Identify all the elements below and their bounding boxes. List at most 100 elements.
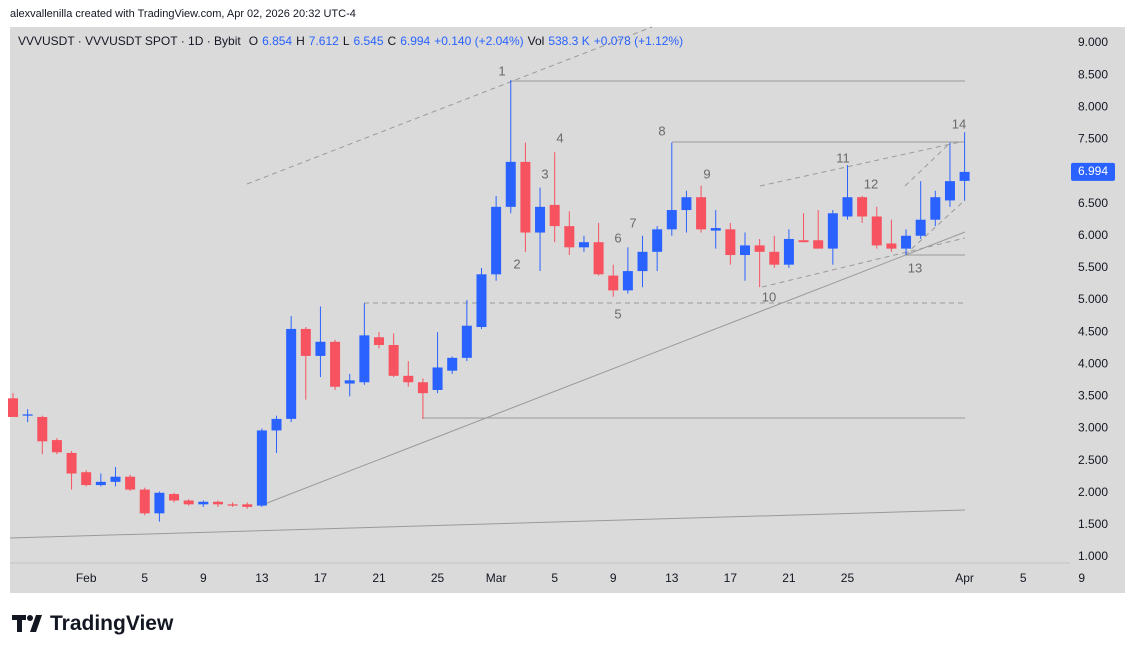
y-tick-label: 1.000: [1078, 549, 1108, 563]
channel-line: [759, 141, 961, 187]
x-tick-label: 5: [141, 571, 148, 585]
wave-label: 6: [614, 230, 621, 245]
candle-body: [930, 197, 941, 220]
candle-body: [652, 229, 663, 252]
y-tick-label: 4.000: [1078, 356, 1108, 370]
candle-body: [110, 476, 121, 482]
attribution: alexvallenilla created with TradingView.…: [10, 8, 356, 20]
candle-body: [125, 476, 136, 490]
ohlc-letter: O: [248, 34, 259, 48]
candle-body: [608, 275, 619, 291]
candle-body: [564, 226, 575, 248]
candle-body: [198, 501, 209, 505]
wave-label: 3: [541, 166, 548, 181]
candle-body: [696, 197, 707, 230]
drawings: [9, 26, 966, 539]
x-tick-label: 25: [431, 571, 445, 585]
candle-body: [813, 240, 824, 249]
candle-body: [461, 325, 472, 358]
candle-body: [915, 219, 926, 236]
change: +0.140 (+2.04%): [434, 34, 524, 48]
x-tick-label: 25: [841, 571, 855, 585]
trend-line: [261, 231, 966, 506]
chart-background: [10, 27, 1125, 593]
ohlc-value: 6.545: [353, 34, 384, 48]
candle-body: [432, 367, 443, 390]
candle-body: [139, 489, 150, 514]
wave-label: 8: [658, 123, 665, 138]
y-tick-label: 9.000: [1078, 35, 1108, 49]
x-tick-label: Mar: [486, 571, 507, 585]
candle-body: [242, 504, 253, 507]
candle-body: [315, 341, 326, 356]
candle-body: [798, 240, 809, 243]
candle-body: [593, 242, 604, 275]
ohlc-value: 6.994: [400, 34, 431, 48]
candle-body: [66, 452, 77, 474]
last-price-label: 6.994: [1078, 164, 1108, 178]
wave-label: 14: [952, 116, 966, 131]
candle-body: [154, 492, 165, 514]
wave-label: 5: [614, 306, 621, 321]
candle-body: [8, 398, 18, 417]
ohlc-letter: C: [387, 34, 397, 48]
x-tick-label: 17: [724, 571, 738, 585]
x-tick-label: 21: [782, 571, 796, 585]
y-tick-label: 2.000: [1078, 485, 1108, 499]
brand-logo: [12, 615, 42, 632]
x-tick-label: 9: [200, 571, 207, 585]
candle-body: [842, 197, 853, 217]
y-tick-label: 8.500: [1078, 67, 1108, 81]
symbol-legend: VVVUSDT · VVVUSDT SPOT · 1D · Bybit O 6.8…: [18, 34, 683, 48]
ohlc-letter: H: [296, 34, 305, 48]
symbol: VVVUSDT · VVVUSDT SPOT · 1D · Bybit: [18, 34, 241, 48]
y-tick-label: 1.500: [1078, 517, 1108, 531]
x-tick-label: 13: [665, 571, 679, 585]
candle-body: [769, 251, 780, 265]
candle-body: [169, 494, 180, 501]
y-tick-label: 3.000: [1078, 421, 1108, 435]
y-tick-label: 6.500: [1078, 196, 1108, 210]
candle-body: [227, 504, 238, 506]
y-tick-label: 5.500: [1078, 260, 1108, 274]
candle-body: [51, 440, 62, 453]
candle-body: [622, 271, 633, 291]
candle-body: [871, 216, 882, 246]
x-tick-label: Feb: [76, 571, 97, 585]
candle-body: [959, 171, 970, 181]
ohlc-letter: L: [342, 34, 350, 48]
candle-body: [447, 357, 458, 371]
logo-part: [17, 615, 22, 632]
candle-body: [710, 228, 721, 231]
candle-body: [549, 204, 560, 227]
logo-part: [30, 615, 42, 632]
wave-label: 4: [556, 130, 563, 145]
x-tick-label: 5: [1020, 571, 1027, 585]
candle-body: [183, 500, 194, 505]
candle-body: [403, 375, 414, 383]
candle-body: [271, 418, 282, 431]
candle-body: [827, 213, 838, 249]
y-tick-label: 3.500: [1078, 389, 1108, 403]
candle-body: [857, 197, 868, 217]
y-tick-label: 7.500: [1078, 132, 1108, 146]
candle-body: [535, 206, 546, 233]
candle-body: [520, 161, 531, 233]
ohlc-value: 6.854: [262, 34, 293, 48]
x-tick-label: 9: [610, 571, 617, 585]
candle-body: [578, 242, 589, 248]
brand: TradingView: [50, 612, 174, 635]
candle-body: [330, 341, 341, 387]
last-price-box: [1071, 162, 1115, 181]
wave-label: 1: [498, 63, 505, 78]
wave-label: 13: [908, 260, 922, 275]
candle-body: [637, 251, 648, 272]
candle-body: [374, 337, 384, 345]
volume: 538.3 K: [548, 34, 590, 48]
ohlc-value: 7.612: [308, 34, 339, 48]
channel-line: [904, 142, 951, 187]
candle-body: [81, 472, 92, 486]
